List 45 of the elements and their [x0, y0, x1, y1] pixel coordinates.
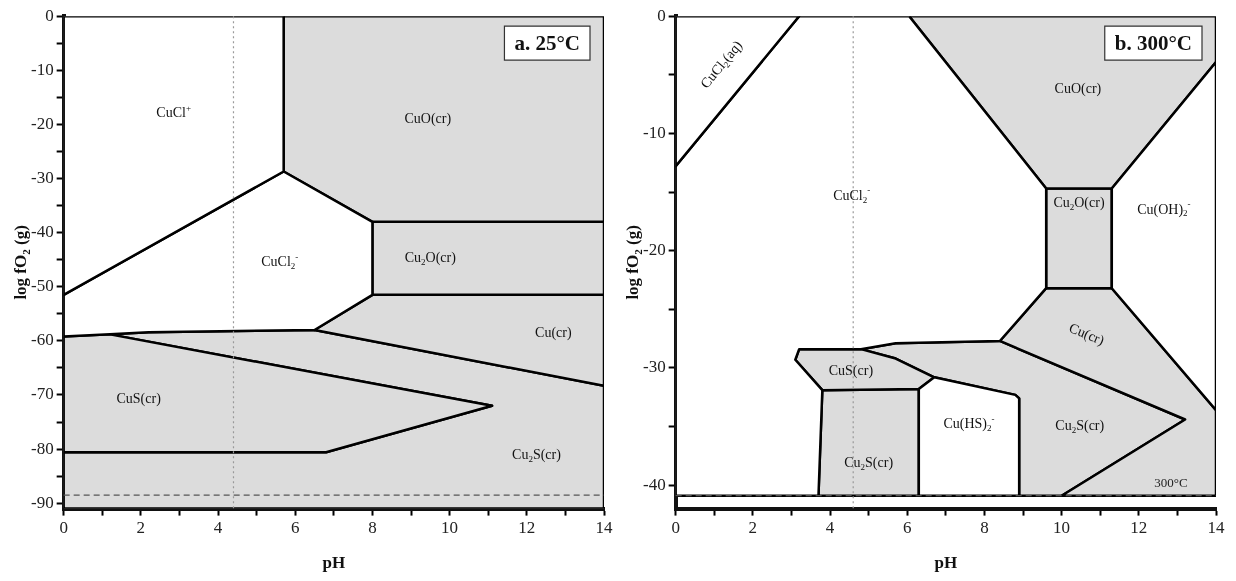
y-tick-label: -50: [30, 276, 54, 296]
x-tick-label: 10: [441, 518, 459, 538]
series-label: CuS(cr): [116, 390, 162, 407]
text: b. 300°C: [1114, 30, 1193, 55]
x-tick-label: 8: [368, 518, 377, 538]
x-axis-title: pH: [322, 553, 346, 573]
y-tick-label: -60: [30, 330, 54, 350]
y-tick-label: 0: [657, 5, 666, 25]
series-label: CuO(cr): [1054, 81, 1102, 98]
x-tick-label: 6: [902, 518, 912, 538]
y-axis-title: log fO2 (g): [11, 225, 32, 300]
y-tick-label: -30: [30, 168, 54, 187]
y-tick-label: -70: [30, 384, 54, 404]
y-axis-title: log fO2 (g): [623, 225, 644, 300]
x-tick-label: 4: [213, 518, 223, 538]
x-tick-label: 4: [825, 518, 835, 538]
x-tick-label: 6: [290, 518, 300, 538]
series-label: CuS(cr): [828, 363, 874, 380]
x-tick-label: 12: [518, 518, 536, 538]
series-label: CuCl+: [156, 103, 191, 121]
y-tick-label: -90: [30, 492, 54, 512]
x-tick-label: 14: [595, 518, 613, 538]
x-tick-label: 14: [1207, 518, 1225, 538]
x-tick-label: 0: [59, 518, 68, 538]
y-tick-label: -20: [30, 113, 54, 133]
x-tick-label: 10: [1053, 518, 1071, 538]
x-tick-label: 12: [1130, 518, 1148, 538]
y-tick-label: -30: [642, 357, 666, 377]
series-label: CuO(cr): [404, 110, 452, 127]
y-tick-label: -40: [30, 222, 54, 242]
y-tick-label: -10: [642, 122, 666, 142]
x-tick-label: 2: [136, 518, 146, 538]
y-tick-label: -10: [30, 59, 54, 79]
series-label: Cu(cr): [535, 325, 572, 342]
series-label: Cu(cr): [1066, 320, 1107, 350]
y-tick-label: -20: [642, 240, 666, 260]
x-axis-title: pH: [934, 553, 958, 573]
x-tick-label: 2: [748, 518, 758, 538]
x-tick-label: 8: [980, 518, 989, 538]
x-tick-label: 0: [671, 518, 680, 538]
text: a. 25°C: [514, 30, 581, 55]
y-tick-label: 0: [45, 5, 54, 25]
y-tick-label: -40: [642, 474, 666, 494]
y-tick-label: -80: [30, 438, 54, 458]
ref-line-label: 300°C: [1154, 475, 1188, 491]
